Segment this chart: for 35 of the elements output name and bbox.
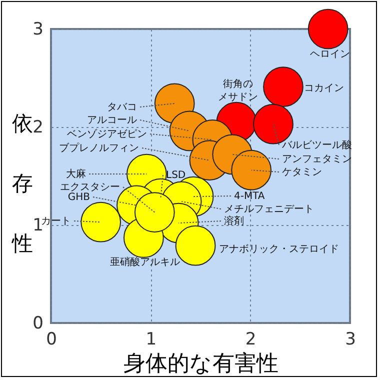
annotation: コカイン — [304, 83, 344, 94]
x-axis-title: 身体的な有害性 — [124, 352, 278, 376]
y-tick-label: 2 — [32, 118, 44, 138]
annotation: カート — [41, 216, 71, 227]
annotation: メチルフェニデート — [224, 204, 314, 215]
annotation: LSD — [166, 170, 186, 181]
point — [263, 66, 304, 107]
point — [308, 8, 348, 50]
annotation: バルビツール酸 — [281, 139, 352, 151]
point — [80, 202, 122, 242]
point — [134, 192, 175, 232]
annotation: 亜硝酸アルキル — [110, 256, 180, 268]
annotation: 4-MTA — [234, 191, 265, 202]
annotation: 大麻 — [66, 168, 86, 180]
annotation: アルコール — [87, 115, 137, 126]
annotation: 街角のメサドン — [218, 78, 258, 103]
annotation: エクスタシー — [60, 182, 120, 193]
x-tick-label: 3 — [345, 330, 356, 350]
annotation: アナボリック・ステロイド — [219, 244, 339, 255]
annotation: アンフェタミン — [282, 154, 352, 165]
point — [231, 150, 272, 190]
x-tick-label: 0 — [46, 330, 57, 350]
annotation: 溶剤 — [224, 215, 244, 227]
x-tick-label: 2 — [245, 330, 256, 350]
annotation: ベンゾジアゼピン — [67, 128, 147, 140]
text: 依存性 — [12, 112, 33, 256]
annotation: ヘロイン — [310, 49, 350, 60]
annotation: GHB — [68, 192, 90, 203]
y-tick-label: 3 — [32, 20, 44, 40]
y-tick-label: 0 — [32, 314, 44, 334]
annotation: タバコ — [107, 102, 137, 113]
y-tick-label: 1 — [32, 216, 44, 236]
annotation: ケタミン — [282, 167, 322, 178]
x-tick-label: 1 — [146, 330, 157, 350]
annotation: ブプレノルフィン — [59, 142, 139, 154]
